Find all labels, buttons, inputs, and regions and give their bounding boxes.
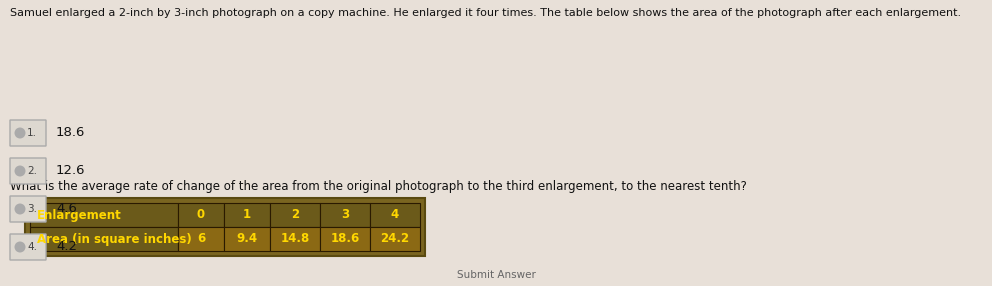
Bar [320,227,370,251]
Bar [224,227,270,251]
Bar [30,203,178,227]
Text: 18.6: 18.6 [330,233,360,245]
Bar [270,227,320,251]
Text: 4.: 4. [27,242,37,252]
Text: 12.6: 12.6 [56,164,85,178]
Bar [224,203,270,227]
Text: 14.8: 14.8 [281,233,310,245]
Text: 0: 0 [197,208,205,221]
Text: 9.4: 9.4 [236,233,258,245]
Text: 2: 2 [291,208,299,221]
Text: Area (in square inches): Area (in square inches) [37,233,191,245]
Text: 2.: 2. [27,166,37,176]
FancyBboxPatch shape [10,120,46,146]
Text: What is the average rate of change of the area from the original photograph to t: What is the average rate of change of th… [10,180,747,193]
Text: 1: 1 [243,208,251,221]
Text: 3: 3 [341,208,349,221]
Text: 18.6: 18.6 [56,126,85,140]
Bar [30,227,178,251]
Text: 4.2: 4.2 [56,241,77,253]
FancyBboxPatch shape [10,234,46,260]
Text: 1.: 1. [27,128,37,138]
Circle shape [15,204,26,214]
Bar [25,198,425,256]
Text: 4.6: 4.6 [56,202,76,215]
Text: 4: 4 [391,208,399,221]
Bar [178,227,224,251]
Text: 24.2: 24.2 [381,233,410,245]
Text: Enlargement: Enlargement [37,208,122,221]
Text: 6: 6 [196,233,205,245]
Text: Samuel enlarged a 2-inch by 3-inch photograph on a copy machine. He enlarged it : Samuel enlarged a 2-inch by 3-inch photo… [10,8,961,18]
FancyBboxPatch shape [10,158,46,184]
Circle shape [15,166,26,176]
Bar [178,203,224,227]
FancyBboxPatch shape [10,196,46,222]
Bar [370,227,420,251]
Text: Submit Answer: Submit Answer [456,270,536,280]
Circle shape [15,241,26,253]
Bar [270,203,320,227]
Text: 3.: 3. [27,204,37,214]
Bar [370,203,420,227]
Circle shape [15,128,26,138]
Bar [320,203,370,227]
